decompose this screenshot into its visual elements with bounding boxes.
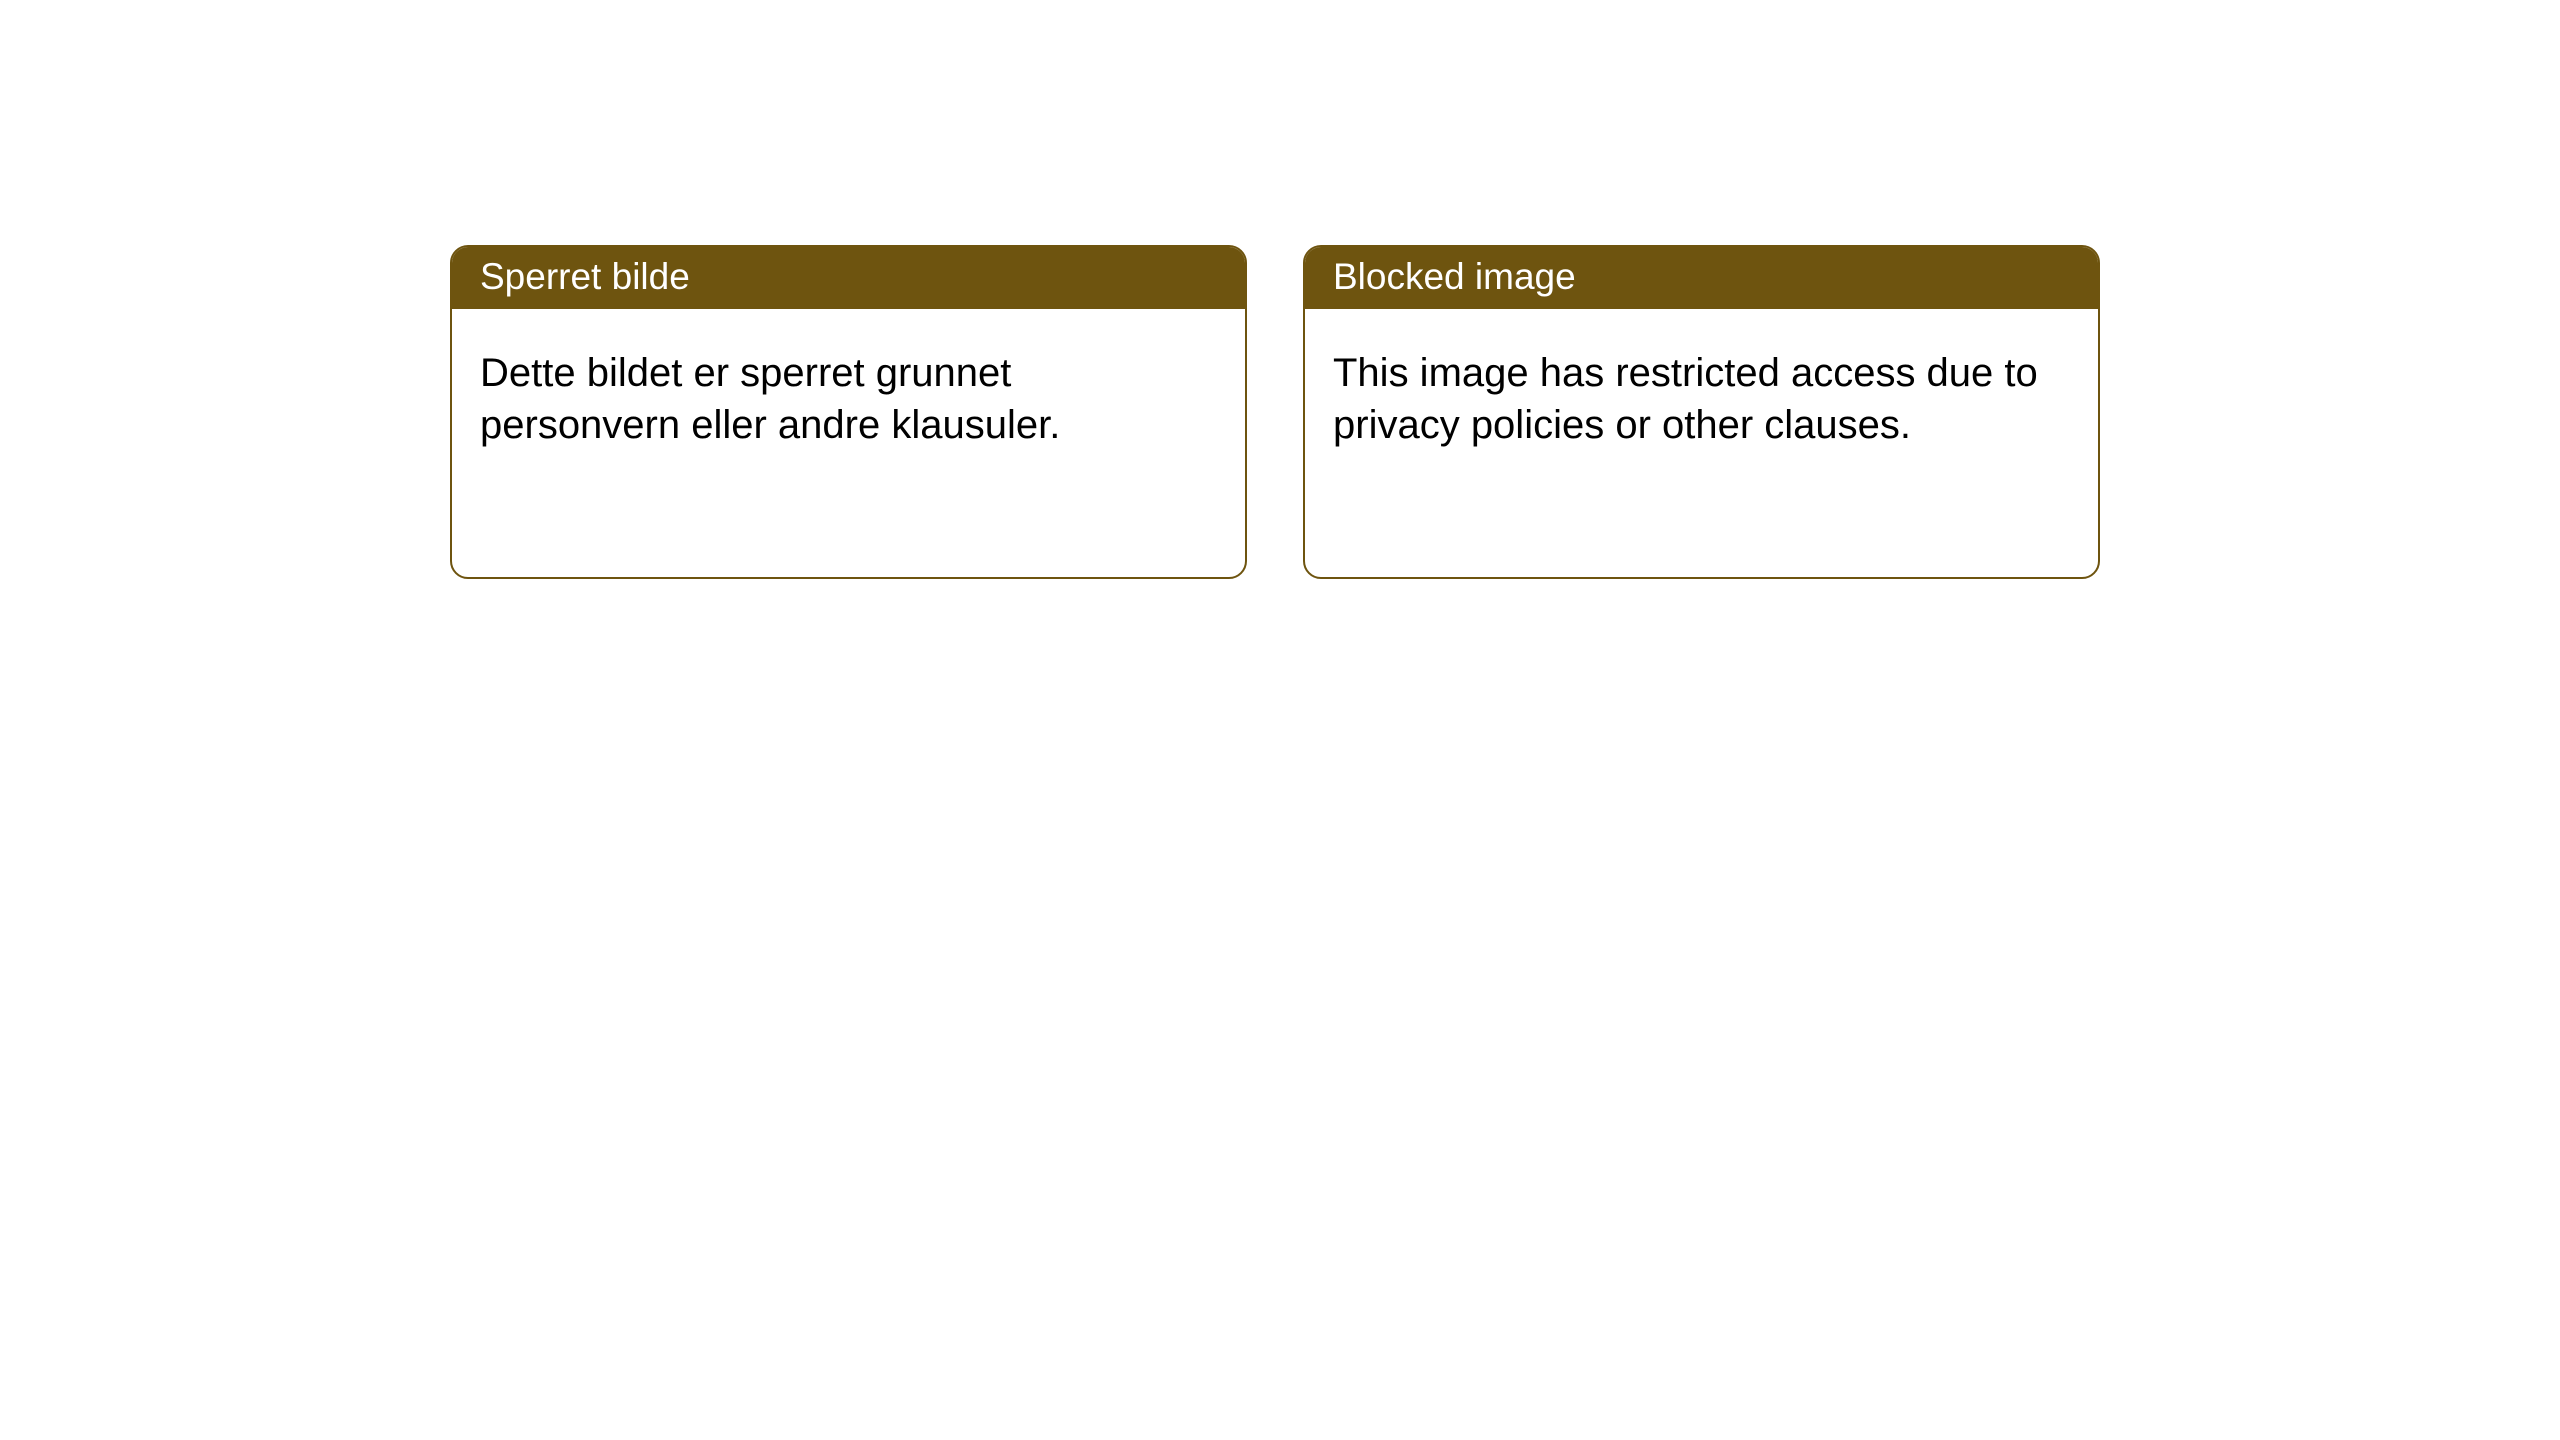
card-body-text: Dette bildet er sperret grunnet personve… <box>480 351 1060 447</box>
card-title: Blocked image <box>1333 256 1576 297</box>
card-title: Sperret bilde <box>480 256 690 297</box>
notice-card-norwegian: Sperret bilde Dette bildet er sperret gr… <box>450 245 1247 579</box>
card-body: This image has restricted access due to … <box>1305 309 2098 479</box>
card-body: Dette bildet er sperret grunnet personve… <box>452 309 1245 479</box>
notice-container: Sperret bilde Dette bildet er sperret gr… <box>0 0 2560 579</box>
card-header: Sperret bilde <box>452 247 1245 309</box>
card-body-text: This image has restricted access due to … <box>1333 351 2038 447</box>
card-header: Blocked image <box>1305 247 2098 309</box>
notice-card-english: Blocked image This image has restricted … <box>1303 245 2100 579</box>
